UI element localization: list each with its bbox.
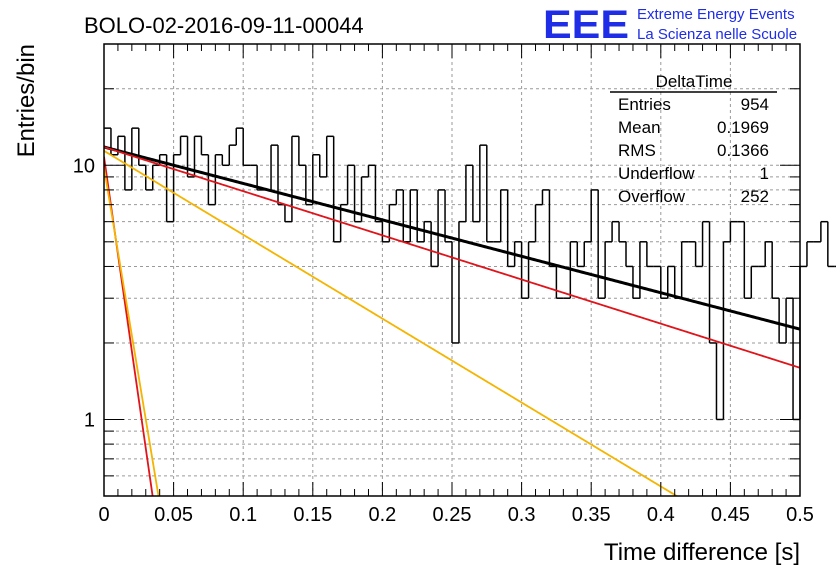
stats-value: 1 (760, 164, 769, 183)
x-tick-label: 0.3 (508, 504, 536, 526)
x-tick-label: 0.15 (293, 504, 332, 526)
logo-line-1: Extreme Energy Events (637, 6, 795, 23)
plot-area (103, 43, 836, 497)
fit-curve-2 (104, 146, 800, 369)
fit-curve-1 (104, 145, 800, 331)
x-tick-label: 0.35 (572, 504, 611, 526)
logo-line-2: La Scienza nelle Scuole (637, 26, 797, 43)
stats-label: Mean (618, 118, 661, 137)
eee-logo: EEE Extreme Energy Events La Scienza nel… (543, 3, 797, 47)
stats-label: Overflow (618, 187, 686, 206)
stats-value: 0.1969 (717, 118, 769, 137)
x-tick-label: 0.05 (154, 504, 193, 526)
stats-label: RMS (618, 141, 656, 160)
x-tick-label: 0.45 (711, 504, 750, 526)
stats-title: DeltaTime (656, 72, 733, 91)
chart-title: BOLO-02-2016-09-11-00044 (84, 13, 364, 38)
x-tick-label: 0.4 (647, 504, 675, 526)
axis-ticks (103, 44, 801, 496)
x-axis-label: Time difference [s] (604, 539, 800, 566)
stats-value: 0.1366 (717, 141, 769, 160)
x-tick-label: 0.2 (368, 504, 396, 526)
y-tick-label: 1 (84, 409, 95, 431)
fit-curve-4 (104, 150, 679, 496)
logo-mark: EEE (543, 3, 629, 47)
x-tick-label: 0.1 (229, 504, 257, 526)
stats-label: Entries (618, 95, 671, 114)
stats-box: DeltaTime Entries 954 Mean 0.1969 RMS 0.1366 U… (610, 72, 777, 206)
stats-value: 954 (741, 95, 769, 114)
stats-value: 252 (741, 187, 769, 206)
stats-label: Underflow (618, 164, 695, 183)
x-tick-labels: 0 0.05 0.1 0.15 0.2 0.25 0.3 0.35 0.4 0.45 0.5 (98, 504, 813, 526)
y-tick-labels: 1 10 (73, 155, 95, 431)
x-tick-label: 0.5 (786, 504, 814, 526)
y-axis-label: Entries/bin (13, 44, 40, 157)
x-tick-label: 0 (98, 504, 109, 526)
fit-curves (104, 145, 800, 496)
plot-frame (103, 43, 801, 497)
y-tick-label: 10 (73, 155, 95, 177)
fit-curve-5 (104, 167, 160, 496)
x-tick-label: 0.25 (433, 504, 472, 526)
